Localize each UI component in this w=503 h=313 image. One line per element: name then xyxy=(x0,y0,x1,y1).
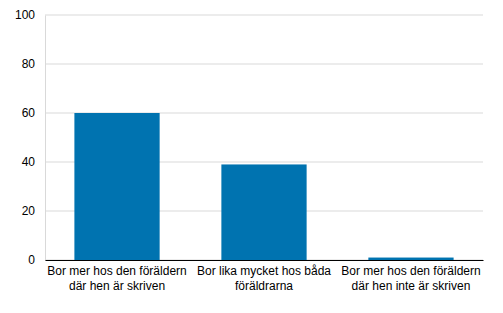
y-tick: 100 xyxy=(15,8,45,22)
x-tick: Bor mer hos den förälderndär hen är skri… xyxy=(47,260,186,293)
x-tick-label: Bor lika mycket hos bådaföräldrarna xyxy=(197,264,331,293)
bar xyxy=(74,113,159,260)
y-tick-label: 80 xyxy=(22,57,36,71)
grid-line xyxy=(45,64,483,65)
x-tick-label-line: Bor mer hos den föräldern xyxy=(47,264,186,278)
y-tick-label: 0 xyxy=(28,253,35,267)
x-tick-label-line: föräldrarna xyxy=(235,279,293,293)
x-tick: Bor lika mycket hos bådaföräldrarna xyxy=(197,260,331,293)
bar xyxy=(221,164,306,260)
bar xyxy=(368,258,453,260)
chart: 020406080100Bor mer hos den förälderndär… xyxy=(0,0,503,313)
plot: 020406080100Bor mer hos den förälderndär… xyxy=(15,8,484,293)
y-tick: 60 xyxy=(22,106,45,120)
grid xyxy=(45,15,483,260)
x-tick: Bor mer hos den förälderndär hen inte är… xyxy=(341,260,480,293)
y-axis-line xyxy=(45,16,46,261)
y-tick-label: 60 xyxy=(22,106,36,120)
y-tick: 20 xyxy=(22,204,45,218)
y-tick: 40 xyxy=(22,155,45,169)
grid-line xyxy=(45,15,483,16)
y-tick: 0 xyxy=(28,253,45,267)
bars xyxy=(74,113,453,260)
x-tick-label-line: Bor lika mycket hos båda xyxy=(197,264,331,278)
y-tick-label: 100 xyxy=(15,8,35,22)
x-axis: Bor mer hos den förälderndär hen är skri… xyxy=(46,260,484,293)
x-tick-label: Bor mer hos den förälderndär hen är skri… xyxy=(47,264,186,293)
x-axis-line xyxy=(46,260,484,261)
y-tick-label: 40 xyxy=(22,155,36,169)
y-axis: 0 20 40 60 80 100 xyxy=(15,8,46,267)
x-tick-label-line: där hen är skriven xyxy=(69,279,165,293)
y-tick: 80 xyxy=(22,57,45,71)
x-tick-label: Bor mer hos den förälderndär hen inte är… xyxy=(341,264,480,293)
x-tick-label-line: där hen inte är skriven xyxy=(352,279,471,293)
y-tick-label: 20 xyxy=(22,204,36,218)
x-tick-label-line: Bor mer hos den föräldern xyxy=(341,264,480,278)
